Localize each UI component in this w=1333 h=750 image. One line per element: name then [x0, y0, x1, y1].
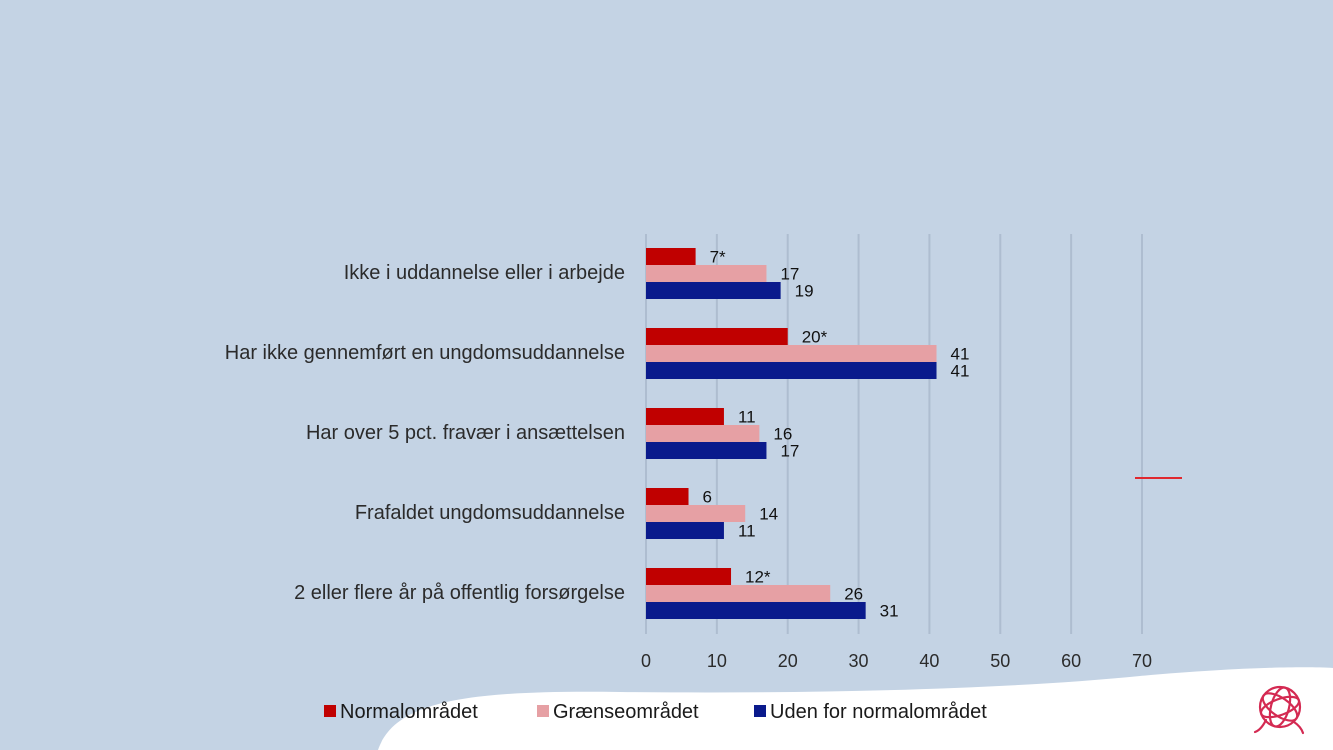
data-label: 19: [795, 282, 814, 301]
data-label: 41: [951, 362, 970, 381]
x-tick-label: 0: [641, 651, 651, 671]
bar-2: [646, 345, 937, 362]
category-label: Ikke i uddannelse eller i arbejde: [344, 262, 625, 284]
category-label: Frafaldet ungdomsuddannelse: [355, 502, 625, 524]
bar-2: [646, 265, 767, 282]
data-label: 6: [703, 488, 712, 507]
legend-label: Uden for normalområdet: [770, 701, 987, 723]
legend-swatch: [324, 705, 336, 717]
data-label: 26: [844, 585, 863, 604]
category-label: Har over 5 pct. fravær i ansættelsen: [306, 422, 625, 444]
bar-3: [646, 362, 937, 379]
category-label: 2 eller flere år på offentlig forsørgels…: [294, 582, 625, 604]
data-label: 12*: [745, 568, 771, 587]
x-tick-label: 70: [1132, 651, 1152, 671]
data-label: 11: [738, 408, 756, 427]
bar-3: [646, 602, 866, 619]
legend-swatch: [754, 705, 766, 717]
bar-1: [646, 488, 689, 505]
data-label: 17: [780, 265, 799, 284]
bar-3: [646, 282, 781, 299]
data-label: 11: [738, 522, 756, 541]
category-label: Har ikke gennemført en ungdomsuddannelse: [225, 342, 625, 364]
bar-1: [646, 328, 788, 345]
bar-1: [646, 408, 724, 425]
x-tick-label: 10: [707, 651, 727, 671]
legend-label: Normalområdet: [340, 701, 478, 723]
bar-2: [646, 505, 746, 522]
x-axis-tick-labels: 0 10 20 30 40 50 60 70: [641, 651, 1152, 671]
data-label: 41: [951, 345, 970, 364]
data-label: 17: [780, 442, 799, 461]
bar-3: [646, 522, 724, 539]
data-label: 31: [880, 602, 899, 621]
x-tick-label: 60: [1061, 651, 1081, 671]
bar-3: [646, 442, 767, 459]
bar-1: [646, 568, 732, 585]
x-tick-label: 50: [990, 651, 1010, 671]
legend-swatch: [537, 705, 549, 717]
legend: Normalområdet Grænseområdet Uden for norma…: [324, 701, 987, 723]
decorative-wave: [378, 667, 1333, 750]
chart-bars: [646, 248, 937, 619]
data-label: 16: [773, 425, 792, 444]
bar-2: [646, 425, 760, 442]
legend-label: Grænseområdet: [553, 701, 699, 723]
data-label: 7*: [710, 248, 726, 267]
data-label: 14: [759, 505, 778, 524]
x-tick-label: 40: [919, 651, 939, 671]
bar-1: [646, 248, 696, 265]
bar-2: [646, 585, 831, 602]
x-tick-label: 30: [849, 651, 869, 671]
yarn-ball-icon: [1253, 685, 1305, 735]
chart-gridlines: [645, 234, 1143, 634]
x-tick-label: 20: [778, 651, 798, 671]
data-label: 20*: [802, 328, 828, 347]
category-labels: Ikke i uddannelse eller i arbejde Har ikk…: [225, 262, 625, 604]
